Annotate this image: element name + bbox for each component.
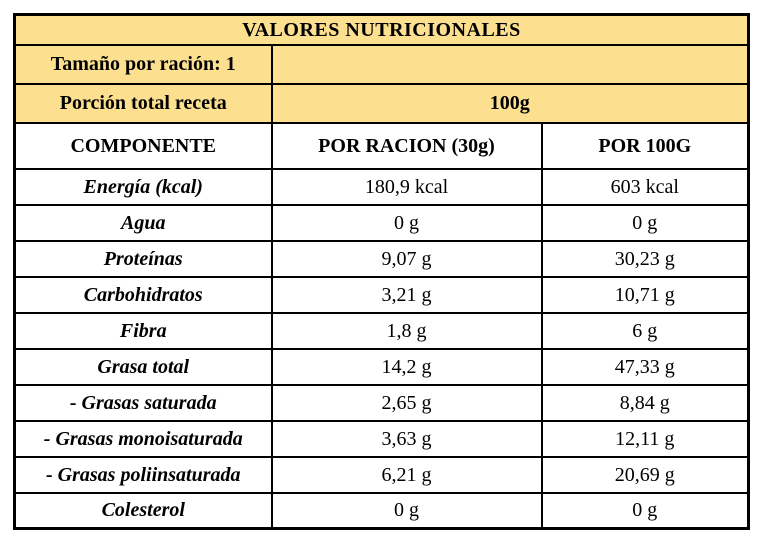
per-100g-value: 0 g — [540, 203, 750, 242]
table-row: Fibra 1,8 g 6 g — [13, 311, 750, 350]
per-serving-value: 0 g — [270, 203, 543, 242]
serving-size-row: Tamaño por ración: 1 — [13, 43, 750, 85]
table-title: VALORES NUTRICIONALES — [13, 13, 750, 46]
per-serving-value: 9,07 g — [270, 239, 543, 278]
table-row: Agua 0 g 0 g — [13, 203, 750, 242]
per-serving-value: 180,9 kcal — [270, 167, 543, 206]
component-name: Grasa total — [13, 347, 273, 386]
per-100g-value: 30,23 g — [540, 239, 750, 278]
column-header-per-serving: POR RACION (30g) — [270, 121, 543, 170]
component-name: Energía (kcal) — [13, 167, 273, 206]
per-100g-value: 603 kcal — [540, 167, 750, 206]
per-serving-value: 3,21 g — [270, 275, 543, 314]
per-100g-value: 0 g — [540, 491, 750, 530]
column-header-per-100g: POR 100G — [540, 121, 750, 170]
per-serving-value: 6,21 g — [270, 455, 543, 494]
portion-value: 100g — [270, 82, 750, 124]
component-name: Agua — [13, 203, 273, 242]
per-100g-value: 20,69 g — [540, 455, 750, 494]
column-header-component: COMPONENTE — [13, 121, 273, 170]
table-row: Colesterol 0 g 0 g — [13, 491, 750, 530]
nutrition-table: VALORES NUTRICIONALES Tamaño por ración:… — [13, 13, 751, 530]
per-100g-value: 47,33 g — [540, 347, 750, 386]
per-100g-value: 8,84 g — [540, 383, 750, 422]
component-name: Carbohidratos — [13, 275, 273, 314]
table-title-row: VALORES NUTRICIONALES — [13, 13, 750, 46]
table-row: Proteínas 9,07 g 30,23 g — [13, 239, 750, 278]
per-serving-value: 3,63 g — [270, 419, 543, 458]
portion-label: Porción total receta — [13, 82, 273, 124]
per-serving-value: 0 g — [270, 491, 543, 530]
table-row: Carbohidratos 3,21 g 10,71 g — [13, 275, 750, 314]
per-serving-value: 14,2 g — [270, 347, 543, 386]
component-name: Proteínas — [13, 239, 273, 278]
serving-size-label: Tamaño por ración: 1 — [13, 43, 273, 85]
component-name: - Grasas monoisaturada — [13, 419, 273, 458]
table-row: - Grasas poliinsaturada 6,21 g 20,69 g — [13, 455, 750, 494]
serving-size-value — [270, 43, 750, 85]
table-row: Energía (kcal) 180,9 kcal 603 kcal — [13, 167, 750, 206]
per-serving-value: 2,65 g — [270, 383, 543, 422]
per-serving-value: 1,8 g — [270, 311, 543, 350]
per-100g-value: 10,71 g — [540, 275, 750, 314]
component-name: - Grasas saturada — [13, 383, 273, 422]
component-name: - Grasas poliinsaturada — [13, 455, 273, 494]
per-100g-value: 12,11 g — [540, 419, 750, 458]
per-100g-value: 6 g — [540, 311, 750, 350]
table-row: - Grasas monoisaturada 3,63 g 12,11 g — [13, 419, 750, 458]
component-name: Fibra — [13, 311, 273, 350]
table-row: Grasa total 14,2 g 47,33 g — [13, 347, 750, 386]
column-header-row: COMPONENTE POR RACION (30g) POR 100G — [13, 121, 750, 170]
table-row: - Grasas saturada 2,65 g 8,84 g — [13, 383, 750, 422]
component-name: Colesterol — [13, 491, 273, 530]
portion-row: Porción total receta 100g — [13, 82, 750, 124]
